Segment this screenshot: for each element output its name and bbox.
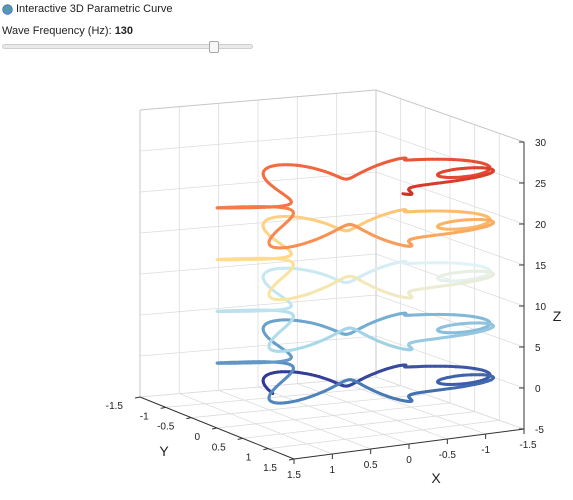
grid-line: [242, 411, 475, 439]
y-tick-label: 0.5: [212, 442, 226, 453]
grid-line: [139, 294, 377, 316]
parametric-curve: [215, 156, 495, 405]
y-tick: [288, 458, 295, 461]
z-tick-label: 0: [535, 384, 541, 395]
x-tick-label: 0.5: [364, 460, 378, 471]
grid-line: [375, 376, 525, 430]
page-title: Interactive 3D Parametric Curve: [16, 3, 173, 15]
axis-labels: Y X Z: [159, 308, 561, 486]
y-tick-label: 1.5: [263, 463, 277, 474]
z-tick-label: 15: [535, 261, 547, 272]
axes-grid: [139, 89, 525, 460]
y-tick: [237, 437, 243, 440]
grid-line: [268, 419, 500, 450]
grid-line: [375, 130, 525, 184]
y-tick: [160, 406, 166, 409]
z-tick-label: -5: [535, 425, 544, 436]
slider-track[interactable]: [2, 44, 253, 49]
z-tick-label: 20: [535, 220, 547, 231]
grid-line: [139, 212, 377, 234]
box-edge: [139, 89, 377, 111]
x-axis-label: X: [431, 470, 441, 486]
z-tick-label: 30: [535, 138, 547, 149]
y-tick: [263, 448, 269, 451]
y-tick: [186, 417, 192, 420]
z-axis-label: Z: [553, 308, 562, 324]
y-tick-label: -0.5: [157, 422, 175, 433]
box-edge: [375, 89, 525, 143]
y-tick: [211, 427, 218, 430]
grid-line: [139, 376, 377, 398]
x-tick-label: 1: [330, 465, 336, 476]
frequency-label: Wave Frequency (Hz):: [2, 25, 112, 37]
frequency-value: 130: [114, 25, 134, 37]
x-tick-label: 1.5: [287, 470, 301, 481]
app-title: Interactive 3D Parametric Curve: [2, 2, 173, 16]
grid-line: [139, 130, 377, 152]
y-tick-label: 1: [246, 453, 252, 464]
globe-icon: [2, 3, 13, 15]
z-tick-label: 25: [535, 179, 547, 190]
y-tick-label: -1: [140, 411, 149, 422]
x-tick-label: 0: [406, 455, 412, 466]
z-tick-label: 5: [535, 343, 541, 354]
frequency-slider[interactable]: [2, 41, 253, 53]
grid-line: [375, 335, 525, 389]
y-axis-label: Y: [159, 443, 169, 459]
grid-line: [336, 379, 486, 435]
y-tick-label: 0: [194, 432, 200, 443]
y-tick: [134, 396, 141, 399]
grid-line: [375, 171, 525, 225]
z-tick-label: 10: [535, 302, 547, 313]
x-tick-label: -0.5: [439, 450, 457, 461]
slider-thumb[interactable]: [209, 41, 220, 53]
grid-line: [139, 335, 377, 357]
frequency-label-row: Wave Frequency (Hz): 130: [2, 25, 133, 37]
y-tick-label: -1.5: [106, 401, 124, 412]
x-tick-label: -1: [481, 445, 490, 456]
grid-line: [375, 294, 525, 348]
grid-line: [375, 212, 525, 266]
grid-line: [139, 253, 377, 275]
x-tick-label: -1.5: [519, 440, 537, 451]
